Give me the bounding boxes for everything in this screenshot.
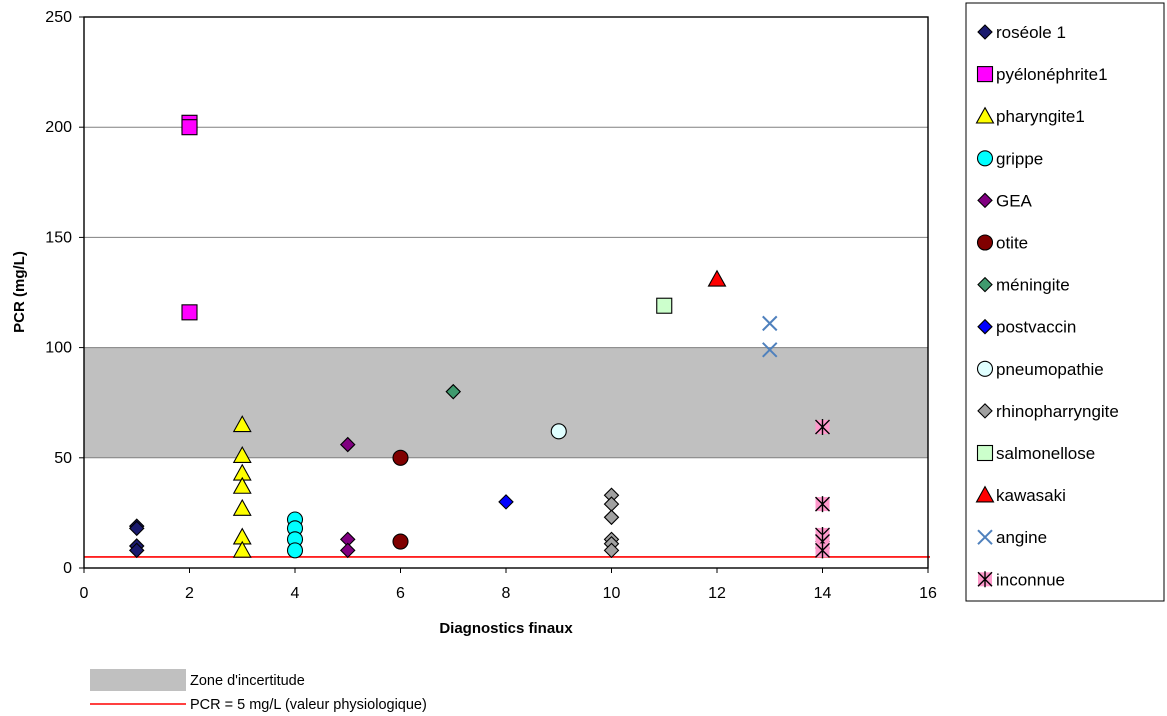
uncertainty-zone-swatch [90,669,186,691]
plot-area [83,16,930,569]
data-point [128,520,145,537]
data-point [232,445,252,463]
legend-label: angine [996,528,1047,547]
data-point [762,315,778,332]
data-point [232,415,252,433]
y-tick-label: 0 [63,560,72,577]
legend-marker [977,24,993,40]
x-tick-label: 0 [80,585,89,602]
axes: 0 50 100 150 200 250 0 2 4 6 8 10 12 14 16 [45,9,937,602]
legend-marker [977,318,993,335]
legend-marker [977,571,993,588]
data-point [232,540,252,558]
chart-notes: Zone d'incertitude PCR = 5 mg/L (valeur … [90,669,427,713]
data-point [603,542,620,559]
legend-marker [977,276,993,293]
y-tick-label: 100 [45,340,72,357]
data-point [445,383,462,400]
star-strokes [977,571,993,588]
data-point [181,119,198,136]
y-axis-title: PCR (mg/L) [11,251,28,333]
legend-label: pneumopathie [996,360,1104,379]
reference-line-label: PCR = 5 mg/L (valeur physiologique) [190,697,427,713]
x-tick-label: 12 [708,585,726,602]
legend-label: roséole 1 [996,23,1066,42]
legend-marker [977,192,993,209]
data-point [815,542,830,559]
y-tick-label: 250 [45,9,72,26]
legend-marker [977,403,993,419]
data-point [762,342,778,358]
legend-label: otite [996,234,1028,253]
plot-background [84,17,928,568]
y-tick-label: 50 [54,450,72,467]
data-point [707,269,727,287]
data-point [656,297,673,314]
x-tick-label: 10 [603,585,621,602]
y-tick-label: 200 [45,119,72,136]
star-strokes [815,418,830,435]
data-point [128,542,145,559]
legend-label: rhinopharryngite [996,402,1119,421]
legend-marker [976,444,994,462]
x-tick-label: 6 [396,585,405,602]
uncertainty-zone [84,347,928,458]
legend-label: GEA [996,191,1033,210]
legend-label: pyélonéphrite1 [996,65,1108,84]
data-point [392,533,409,550]
x-axis-title: Diagnostics finaux [439,620,573,637]
legend-marker [975,106,995,124]
data-point [232,498,252,516]
legend: roséole 1 pyélonéphrite1 pharyngite1 grippe… [965,2,1165,602]
x-tick-label: 8 [502,585,511,602]
uncertainty-zone-label: Zone d'incertitude [190,673,305,689]
legend-marker [976,150,994,167]
y-tick-label: 150 [45,229,72,246]
data-point [392,449,409,466]
legend-label: salmonellose [996,444,1095,463]
legend-marker [975,485,995,503]
data-point [550,423,567,440]
legend-marker [976,360,994,377]
star-strokes [815,496,830,513]
legend-label: postvaccin [996,318,1076,337]
x-tick-label: 16 [919,585,937,602]
legend-box [965,2,1165,602]
data-point [232,476,252,494]
legend-label: inconnue [996,570,1065,589]
legend-label: pharyngite1 [996,107,1085,126]
star-strokes [815,542,830,559]
data-point [339,542,356,559]
legend-marker [976,234,994,251]
data-point [181,304,198,321]
data-point [286,542,304,559]
x-tick-label: 2 [185,585,194,602]
data-point [815,418,830,435]
x-tick-label: 14 [814,585,832,602]
data-point [339,436,356,453]
legend-marker [976,66,994,83]
legend-label: méningite [996,276,1070,295]
gridlines [84,126,928,459]
data-point [603,509,620,526]
legend-label: grippe [996,149,1043,168]
data-point [815,496,830,513]
data-points [128,114,830,559]
legend-label: kawasaki [996,486,1066,505]
x-tick-label: 4 [291,585,300,602]
data-point [498,494,514,510]
legend-marker [977,529,993,545]
